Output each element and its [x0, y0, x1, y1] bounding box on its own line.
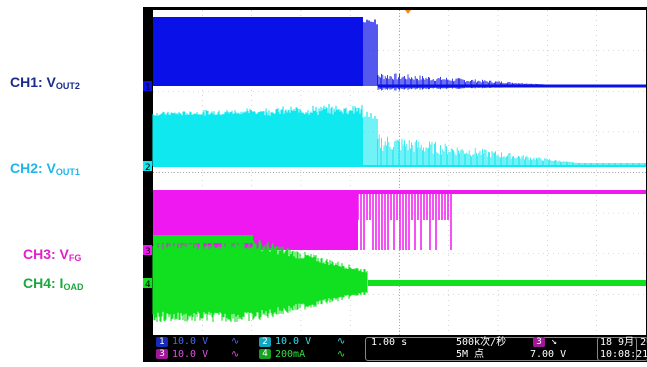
record-length: 5M 点: [456, 349, 485, 360]
trigger-slope-icon: ↘: [551, 336, 558, 347]
ch1-badge[interactable]: 1: [156, 337, 168, 347]
ch1-waveform-block: [153, 17, 363, 86]
ch4-scale: 200mA: [275, 349, 306, 360]
ch3-badge[interactable]: 3: [156, 349, 168, 359]
time: 10:08:21: [600, 349, 647, 360]
date: 18 9月 20: [600, 337, 647, 348]
ch1-scale: 10.0 V: [172, 336, 209, 347]
waveforms: [152, 17, 647, 323]
ch4-label-sub: OAD: [63, 282, 84, 292]
ch2-ground-marker: [143, 161, 152, 171]
ch2-label-sub: OUT1: [55, 167, 80, 177]
datetime-box: [597, 337, 647, 361]
ch1-coupling-icon: ∿: [231, 336, 240, 347]
ch3-ground-marker-label: 3: [145, 247, 151, 257]
ch3-scale: 10.0 V: [172, 349, 209, 360]
ch1-ground-marker: [143, 81, 152, 91]
ch2-label-main: CH2: V: [10, 160, 56, 176]
trigger-source-badge[interactable]: 3: [533, 337, 545, 347]
timebase: 1.00 s: [371, 337, 408, 348]
ch3-label-main: CH3: V: [23, 246, 69, 262]
ch1-label-sub: OUT2: [55, 81, 80, 91]
ch1-label-main: CH1: V: [10, 74, 56, 90]
ch4-label-main: CH4: I: [23, 275, 64, 291]
ch3-label: CH3: VFG: [23, 246, 81, 263]
ch4-waveform-top: [153, 235, 253, 243]
ch1-ground-marker-label: 1: [145, 83, 151, 93]
ch2-ground-marker-label: 2: [145, 163, 151, 173]
ch2-coupling-icon: ∿: [337, 336, 346, 347]
ch2-label: CH2: VOUT1: [10, 160, 80, 177]
waveform-display: 1 2 3 4: [143, 7, 647, 362]
status-bar: 1 10.0 V ∿ 3 10.0 V ∿ 2 10.0 V ∿ 4 200mA…: [153, 336, 647, 362]
ch4-coupling-icon: ∿: [337, 349, 346, 360]
ch4-ground-marker-label: 4: [145, 280, 151, 290]
ch4-label: CH4: IOAD: [23, 275, 83, 292]
timebase-box[interactable]: [365, 337, 637, 361]
ch4-ground-marker: [143, 278, 152, 288]
trigger-level: 7.00 V: [530, 349, 567, 360]
ch3-coupling-icon: ∿: [231, 349, 240, 360]
ch4-badge[interactable]: 4: [259, 349, 271, 359]
ch3-label-sub: FG: [68, 253, 82, 263]
sample-rate: 500k次/秒: [456, 337, 507, 348]
trigger-position-marker: [405, 10, 411, 14]
ch2-badge[interactable]: 2: [259, 337, 271, 347]
ch3-ground-marker: [143, 245, 152, 255]
ch1-label: CH1: VOUT2: [10, 74, 80, 91]
oscilloscope-screen: 1 2 3 4 1 10.0 V ∿ 3 10.0 V ∿ 2 10.0 V ∿ 4 …: [143, 7, 647, 362]
channel-markers: 1 2 3 4: [143, 81, 152, 290]
ch2-scale: 10.0 V: [275, 336, 312, 347]
